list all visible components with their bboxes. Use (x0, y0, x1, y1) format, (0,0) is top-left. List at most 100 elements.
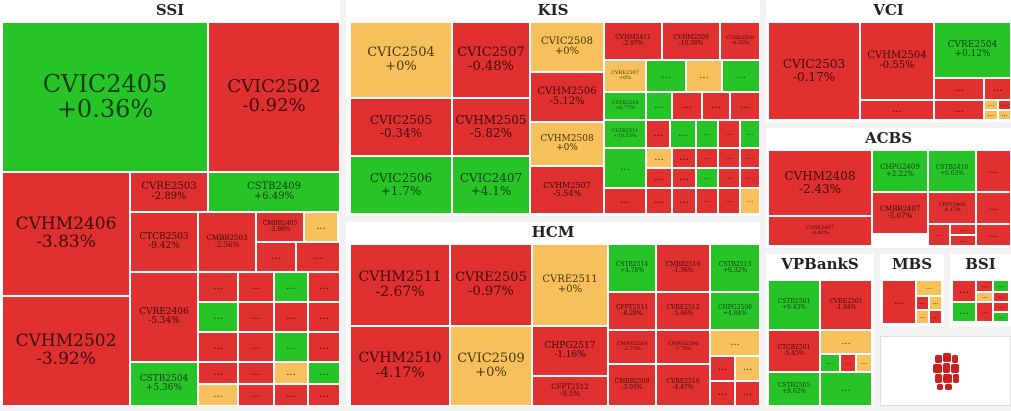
more-tile[interactable]: ... (308, 272, 340, 302)
more-tile[interactable]: ... (702, 92, 730, 120)
more-tile[interactable]: ... (238, 272, 274, 302)
more-tile[interactable]: ... (198, 332, 238, 362)
more-tile[interactable]: ... (934, 78, 984, 100)
more-tile[interactable]: ... (950, 224, 976, 235)
more-tile[interactable]: ... (274, 272, 308, 302)
tile-cvhm2507[interactable]: CVHM2507 -5.54% (530, 166, 604, 214)
tile-cvhm2505[interactable]: CVHM2505 -5.82% (452, 98, 530, 156)
tile-cfpt2512[interactable]: CFPT2512 -9.5% (532, 376, 608, 406)
more-tile[interactable]: ... (976, 150, 1011, 192)
more-tile[interactable]: ... (672, 188, 696, 214)
tile-cvic2505[interactable]: CVIC2505 -0.34% (350, 98, 452, 156)
more-tile[interactable]: ... (296, 242, 340, 272)
more-tile[interactable]: ... (274, 332, 308, 362)
tile-cstb2504[interactable]: CSTB2504 +5.36% (130, 362, 198, 406)
tile-ctcb2501[interactable]: CTCB2501 -5.45% (768, 330, 820, 372)
more-tile[interactable]: ... (976, 280, 993, 292)
tile-cvic2503[interactable]: CVIC2503 -0.17% (768, 22, 860, 120)
tile-cmwg2506[interactable]: CMWG2506 -7.78% (656, 330, 710, 364)
more-tile[interactable]: ... (984, 78, 1011, 100)
more-tile[interactable]: ... (646, 92, 672, 120)
tile-cvre2407[interactable]: CVRE2407 -3.42% (768, 216, 872, 246)
more-tile[interactable]: ... (718, 148, 740, 168)
tile-cvhm2509[interactable]: CVHM2509 -10.58% (662, 22, 720, 60)
more-tile[interactable]: ... (646, 60, 686, 92)
tile-cvic2506[interactable]: CVIC2506 +1.7% (350, 156, 452, 214)
tile-cvhm2504[interactable]: CVHM2504 -0.55% (860, 22, 934, 100)
more-tile[interactable]: ... (730, 92, 760, 120)
tile-cvre2510[interactable]: CVRE2510 -4.47% (656, 364, 710, 406)
more-tile[interactable]: ... (672, 168, 696, 188)
tile-cvhm2502[interactable]: CVHM2502 -3.92% (2, 296, 130, 406)
tile-cvre2507[interactable]: CVRE2507 +0% (604, 60, 646, 92)
more-tile[interactable]: ... (735, 381, 760, 406)
more-tile[interactable]: ... (696, 188, 718, 214)
more-tile[interactable]: ... (976, 224, 1011, 246)
tile-cmbb2503[interactable]: CMBB2503 -2.56% (198, 212, 256, 272)
more-tile[interactable]: ... (710, 356, 735, 381)
more-tile[interactable]: ... (308, 302, 340, 332)
more-tile[interactable]: ... (934, 100, 984, 120)
more-tile[interactable]: ... (740, 168, 760, 188)
more-tile[interactable]: ... (860, 100, 934, 120)
tile-cvre2501[interactable]: CVRE2501 -1.84% (820, 280, 872, 330)
tile-cmbb2510[interactable]: CMBB2510 -1.36% (656, 244, 710, 292)
tile-cfpt2511[interactable]: CFPT2511 -8.28% (608, 292, 656, 330)
tile-cvhm2411[interactable]: CVHM2411 -2.97% (604, 22, 662, 60)
more-tile[interactable]: ... (646, 168, 672, 188)
more-tile[interactable]: ... (646, 148, 672, 168)
more-tile[interactable]: ... (984, 100, 998, 110)
tile-cvic2407[interactable]: CVIC2407 +4.1% (452, 156, 530, 214)
more-tile[interactable]: ... (998, 110, 1011, 120)
more-tile[interactable]: ... (952, 302, 976, 322)
tile-cvic2507[interactable]: CVIC2507 -0.48% (452, 22, 530, 98)
tile-cvic2504[interactable]: CVIC2504 +0% (350, 22, 452, 98)
more-tile[interactable]: ... (998, 100, 1011, 110)
more-tile[interactable]: ... (950, 235, 976, 246)
more-tile[interactable]: ... (198, 384, 238, 406)
more-tile[interactable]: ... (308, 384, 340, 406)
more-tile[interactable]: ... (672, 148, 696, 168)
more-tile[interactable]: ... (672, 92, 702, 120)
more-tile[interactable]: ... (735, 356, 760, 381)
more-tile[interactable]: ... (308, 362, 340, 384)
tile-cvre2504[interactable]: CVRE2504 +0.12% (934, 22, 1011, 78)
tile-cmbb2407[interactable]: CMBB2407 -5.67% (872, 192, 928, 234)
tile-cvre2406[interactable]: CVRE2406 -5.34% (130, 272, 198, 362)
tile-cstb2409[interactable]: CSTB2409 +6.49% (208, 172, 340, 212)
more-tile[interactable]: ... (604, 148, 646, 188)
more-tile[interactable]: ... (696, 148, 718, 168)
more-tile[interactable]: ... (820, 372, 872, 406)
tile-cvre2511[interactable]: CVRE2511 +0% (532, 244, 608, 326)
tile-cvre2508[interactable]: CVRE2508 -4.35% (720, 22, 760, 60)
more-tile[interactable]: ... (929, 296, 942, 310)
more-tile[interactable]: ... (718, 168, 740, 188)
more-tile[interactable]: ... (820, 330, 872, 354)
more-tile[interactable]: ... (740, 188, 760, 214)
more-tile[interactable]: ... (304, 212, 338, 242)
tile-cvre2503[interactable]: CVRE2503 -2.89% (130, 172, 208, 212)
more-tile[interactable]: ... (993, 302, 1009, 312)
more-tile[interactable]: ... (238, 302, 274, 332)
tile-cmbb2405[interactable]: CMBB2405 -3.88% (256, 212, 304, 242)
tile-cvhm2508[interactable]: CVHM2508 +0% (530, 122, 604, 166)
tile-cstb2514[interactable]: CSTB2514 +4.78% (608, 244, 656, 292)
tile-cvic2405[interactable]: CVIC2405 +0.36% (2, 22, 208, 172)
tile-cstb2510[interactable]: CSTB2510 +6.77% (604, 92, 646, 120)
tile-ctcb2503[interactable]: CTCB2503 -9.42% (130, 212, 198, 272)
more-tile[interactable]: ... (710, 381, 735, 406)
tile-cvhm2511[interactable]: CVHM2511 -2.67% (350, 244, 450, 326)
more-tile[interactable]: ... (198, 302, 238, 332)
tile-cvhm2408[interactable]: CVHM2408 -2.43% (768, 150, 872, 216)
more-tile[interactable]: ... (198, 362, 238, 384)
more-tile[interactable]: ... (238, 332, 274, 362)
more-tile[interactable]: ... (928, 224, 950, 246)
more-tile[interactable]: ... (882, 280, 916, 324)
more-tile[interactable]: ... (274, 362, 308, 384)
more-tile[interactable]: ... (238, 362, 274, 384)
more-tile[interactable]: ... (820, 354, 840, 372)
more-tile[interactable]: ... (604, 188, 646, 214)
tile-cstb2513[interactable]: CSTB2513 +6.32% (710, 244, 760, 292)
more-tile[interactable]: ... (718, 120, 740, 148)
more-tile[interactable]: ... (976, 192, 1011, 224)
